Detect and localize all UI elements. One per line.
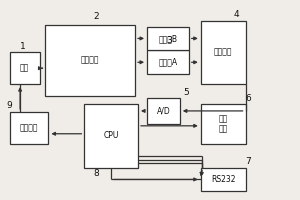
Bar — [10, 52, 40, 84]
Text: 2: 2 — [93, 12, 99, 21]
Bar — [84, 104, 138, 168]
Bar — [46, 25, 135, 96]
Text: 9: 9 — [7, 101, 13, 110]
Bar — [10, 112, 49, 144]
Text: A/D: A/D — [157, 106, 170, 115]
Bar — [201, 104, 246, 144]
Bar — [201, 21, 246, 84]
Bar — [147, 98, 180, 124]
Text: 4: 4 — [234, 10, 239, 19]
Text: 6: 6 — [246, 94, 251, 103]
Text: 8: 8 — [93, 169, 99, 178]
Bar — [147, 27, 189, 50]
Text: 液晶
显示: 液晶 显示 — [218, 114, 228, 134]
Text: 3: 3 — [167, 36, 172, 45]
Text: RS232: RS232 — [211, 175, 236, 184]
Text: 吸收气室: 吸收气室 — [81, 56, 100, 65]
Bar — [201, 168, 246, 191]
Text: CPU: CPU — [103, 131, 119, 140]
Text: 光源: 光源 — [20, 64, 29, 73]
Text: 1: 1 — [20, 42, 26, 51]
Text: 7: 7 — [246, 157, 251, 166]
Bar — [147, 50, 189, 74]
Text: 脉冲驱动: 脉冲驱动 — [20, 123, 38, 132]
Text: 探测器B: 探测器B — [158, 34, 177, 43]
Text: 信号放大: 信号放大 — [214, 48, 232, 57]
Text: 5: 5 — [183, 88, 189, 97]
Text: 探测器A: 探测器A — [158, 58, 178, 67]
